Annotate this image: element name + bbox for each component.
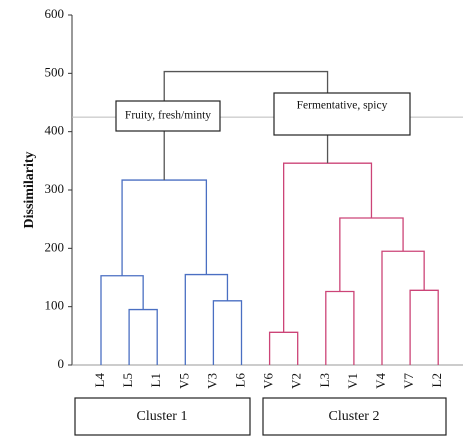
leaf-label: L5 [120, 373, 135, 387]
link [409, 289, 439, 365]
leaf-label: L4 [92, 373, 107, 388]
link [184, 273, 229, 365]
y-tick-label: 0 [58, 356, 65, 371]
link [268, 331, 299, 365]
leaf-label: L2 [429, 373, 444, 387]
leaf-label: L6 [232, 373, 247, 388]
leaf-label: V4 [373, 373, 388, 389]
annotation-box [115, 100, 221, 132]
leaf-label: L3 [317, 373, 332, 387]
leaf-label: V3 [204, 373, 219, 389]
link [325, 290, 355, 365]
leaf-label: V6 [261, 373, 276, 389]
link [212, 300, 243, 365]
link [121, 179, 208, 276]
annotation-box [273, 92, 411, 136]
y-tick-label: 500 [45, 64, 65, 79]
y-tick-label: 100 [45, 298, 65, 313]
leaf-label: V1 [345, 373, 360, 389]
annotation: Fruity, fresh/minty [125, 110, 211, 122]
y-tick-label: 200 [45, 239, 65, 254]
cut-layer: 0 100 200 300 400 500 600 [45, 6, 463, 371]
link [339, 217, 404, 292]
leaf-label: V7 [401, 373, 416, 389]
link [283, 162, 373, 333]
annotation: Fermentative, spicy [297, 100, 388, 112]
cluster-box [74, 397, 251, 436]
link [128, 308, 158, 365]
leaf-label: V5 [176, 373, 191, 389]
link [381, 250, 425, 365]
cluster-label: Cluster 1 [137, 409, 188, 424]
leaf-label: V2 [289, 373, 304, 389]
leaf-label: L1 [148, 373, 163, 387]
link [100, 275, 144, 365]
y-tick-label: 400 [45, 123, 65, 138]
y-tick-label: 600 [45, 6, 65, 21]
y-axis-label: Dissimilarity [22, 152, 37, 229]
y-tick-label: 300 [45, 181, 65, 196]
cluster-box [262, 397, 447, 436]
cluster-label: Cluster 2 [329, 409, 380, 424]
